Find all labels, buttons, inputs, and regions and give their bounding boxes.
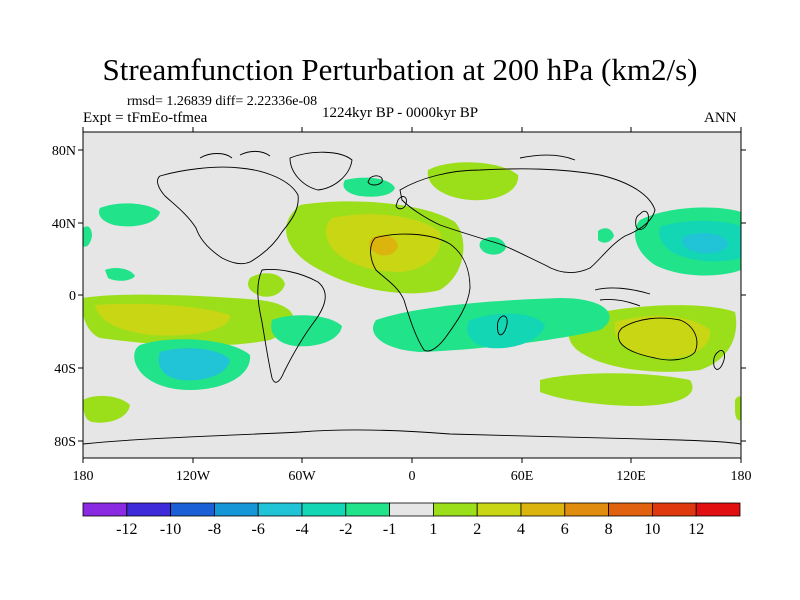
contour-neg2-indianocean <box>467 313 545 349</box>
coast-eurasia <box>399 168 656 273</box>
colorbar-swatch <box>82 502 128 517</box>
coast-australia <box>617 317 698 361</box>
coastlines <box>83 150 741 445</box>
coast-uk <box>395 196 407 210</box>
lat-label-40s: 40S <box>54 362 76 377</box>
lat-label-0: 0 <box>69 289 76 304</box>
lon-label-60w: 60W <box>288 469 316 484</box>
colorbar-swatch <box>564 502 609 517</box>
coast-north-america <box>157 166 299 265</box>
season-label: ANN <box>704 110 737 126</box>
map-frame <box>78 127 746 463</box>
colorbar-label: 8 <box>605 521 613 538</box>
colorbar-swatch <box>432 502 478 517</box>
contour-neg-northwestatlantic <box>98 203 160 227</box>
colorbar-swatch <box>608 502 653 517</box>
contour-field <box>83 132 741 458</box>
lon-label-120e: 120E <box>616 469 646 484</box>
colorbar-label: -2 <box>339 521 352 538</box>
lon-label-180w: 180 <box>73 469 94 484</box>
colorbar-label: -4 <box>295 521 308 538</box>
colorbar-label: -10 <box>160 521 181 538</box>
lon-label-60e: 60E <box>511 469 534 484</box>
colorbar: -12 -10 -8 -6 -4 -2 -1 1 2 4 6 8 10 12 <box>82 502 741 538</box>
colorbar-label: 10 <box>644 521 660 538</box>
period-label: 1224kyr BP - 0000kyr BP <box>322 105 479 121</box>
colorbar-label: 1 <box>429 521 437 538</box>
contour-neg-japan <box>598 228 614 243</box>
colorbar-label: -6 <box>252 521 265 538</box>
colorbar-swatch <box>126 502 172 517</box>
stats-text: rmsd= 1.26839 diff= 2.22336e-08 <box>127 94 318 109</box>
coast-africa <box>370 233 471 352</box>
coast-iceland <box>367 175 383 186</box>
contour-pos-southatlantic <box>540 373 693 406</box>
colorbar-label: -12 <box>116 521 137 538</box>
colorbar-label: 6 <box>561 521 569 538</box>
contour-neg4-southpacific <box>158 348 230 381</box>
experiment-label: Expt = tFmEo-tfmea <box>83 110 208 126</box>
contour-neg-southamerica-pacific <box>271 315 342 347</box>
colorbar-swatch <box>389 502 434 517</box>
colorbar-swatch <box>520 502 566 517</box>
contour-pos2-australia <box>615 315 711 359</box>
colorbar-swatch <box>170 502 215 517</box>
contour-pos4-atlantic <box>369 235 398 256</box>
contour-pos-centralamerica <box>248 273 285 297</box>
colorbar-label: 12 <box>688 521 704 538</box>
contour-neg-pacific-island <box>105 268 135 281</box>
contour-neg4-northpacific <box>682 233 728 254</box>
colorbar-label: 2 <box>473 521 481 538</box>
map-background <box>83 132 741 458</box>
colorbar-label: -1 <box>383 521 396 538</box>
lat-label-80s: 80S <box>54 435 76 450</box>
lon-label-120w: 120W <box>176 469 211 484</box>
contour-pos-southeastpacific <box>83 395 130 423</box>
map-title: Streamfunction Perturbation at 200 hPa (… <box>102 52 698 87</box>
coast-antarctica <box>83 429 741 445</box>
coast-indonesia <box>594 287 651 307</box>
colorbar-swatch <box>652 502 697 517</box>
colorbar-swatch <box>476 502 522 517</box>
coast-south-america <box>257 269 326 383</box>
lat-label-40n: 40N <box>52 217 76 232</box>
coast-new-zealand <box>713 349 725 370</box>
coast-greenland <box>289 151 353 191</box>
colorbar-swatch <box>345 502 390 517</box>
colorbar-swatch <box>257 502 303 517</box>
lat-label-80n: 80N <box>52 144 76 159</box>
colorbar-label: -8 <box>208 521 221 538</box>
colorbar-label: 4 <box>517 521 525 538</box>
coast-arctic-islands <box>199 150 576 161</box>
lon-label-0: 0 <box>409 469 416 484</box>
contour-pos-eastpacific-edge <box>735 396 741 421</box>
lon-label-180e: 180 <box>731 469 752 484</box>
coast-japan <box>635 210 649 230</box>
contour-neg-mediterranean <box>479 237 506 255</box>
contour-pos-scandinavia <box>427 162 519 201</box>
contour-neg-west-edge <box>83 226 92 247</box>
colorbar-swatch <box>301 502 347 517</box>
colorbar-swatch <box>695 502 741 517</box>
colorbar-swatch <box>213 502 259 517</box>
coast-madagascar <box>496 315 508 336</box>
contour-pos2-southpacific <box>95 303 231 336</box>
